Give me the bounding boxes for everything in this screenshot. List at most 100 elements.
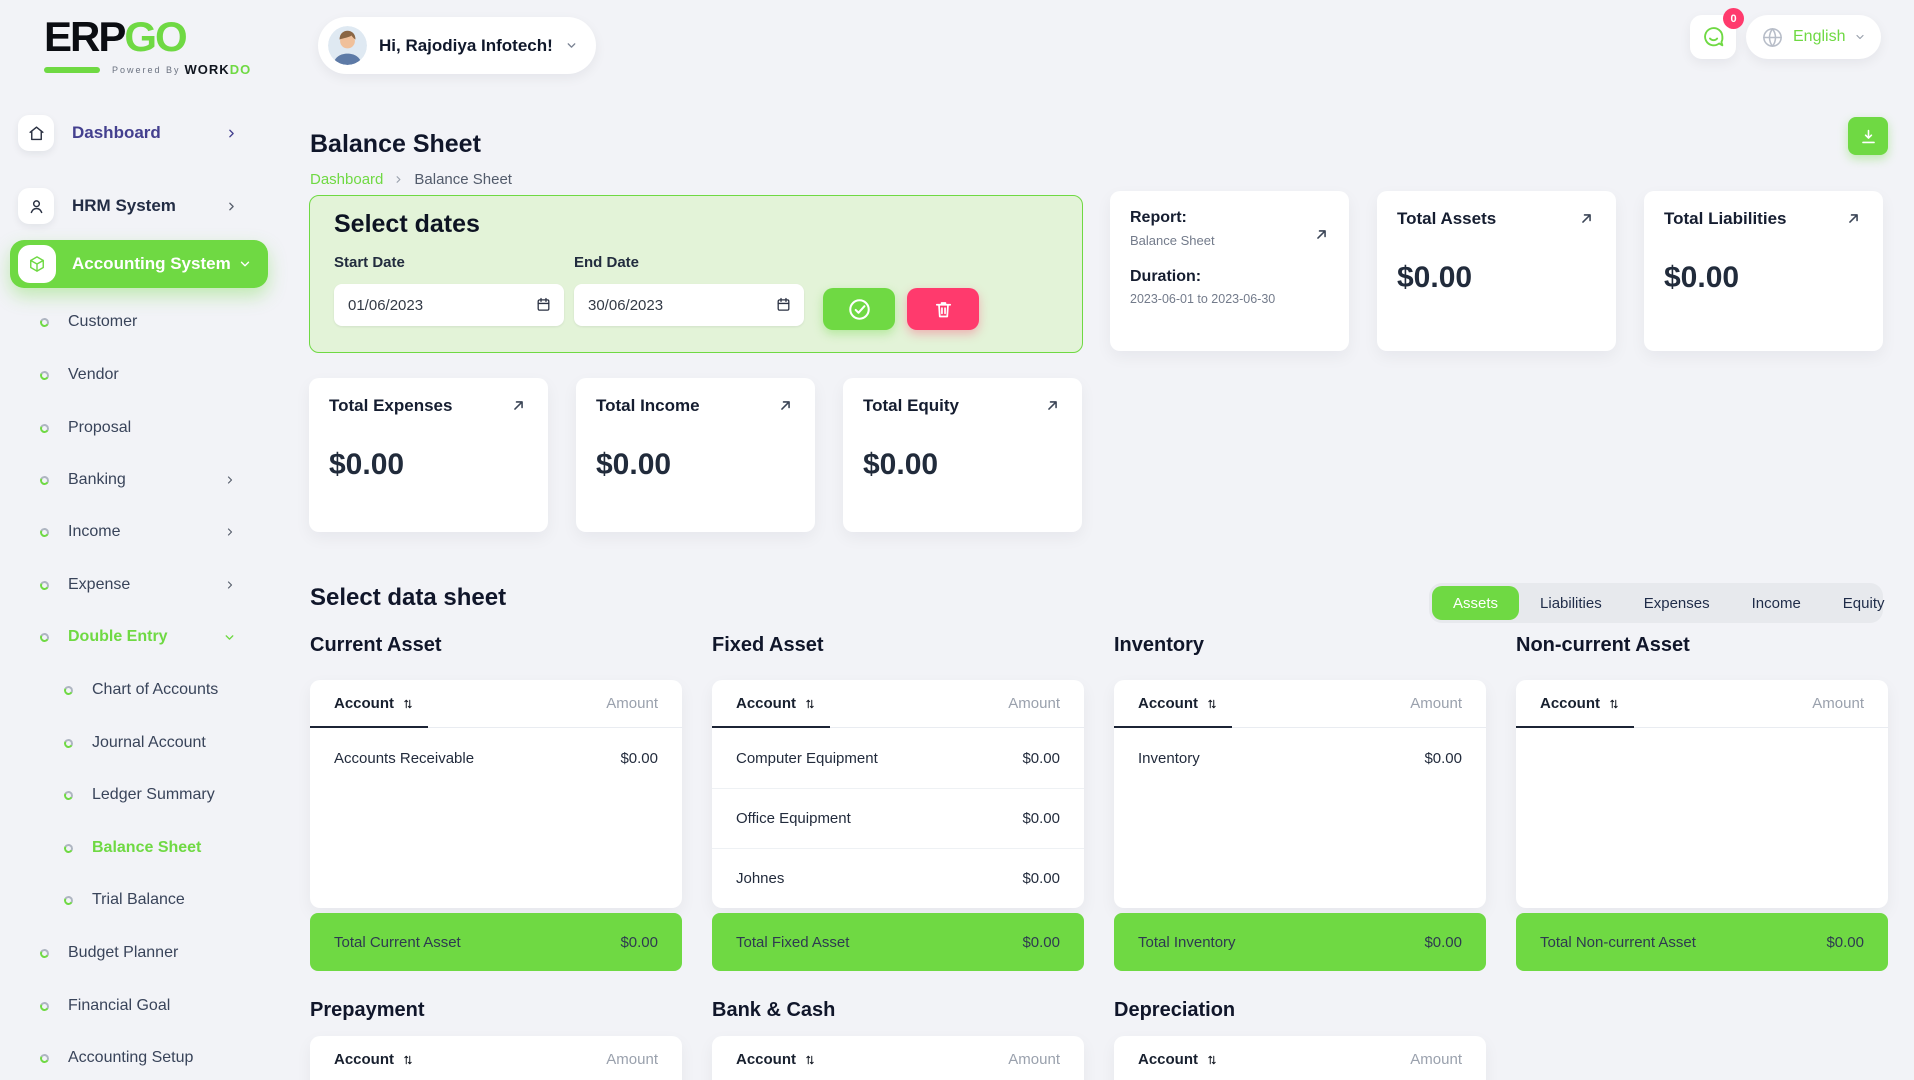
account-sort-header[interactable]: Account <box>1138 695 1219 712</box>
bullet-ring-icon <box>62 894 75 906</box>
chevron-down-icon <box>238 257 252 271</box>
sidebar-item-ledger-summary[interactable]: Ledger Summary <box>0 775 278 815</box>
sidebar-item-vendor[interactable]: Vendor <box>0 355 278 395</box>
sidebar-item-balance-sheet[interactable]: Balance Sheet <box>0 828 278 868</box>
sidebar-item-accounting-setup[interactable]: Accounting Setup <box>0 1038 278 1078</box>
breadcrumb-current: Balance Sheet <box>414 171 512 188</box>
sidebar-item-trial-balance[interactable]: Trial Balance <box>0 880 278 920</box>
workdo-label-accent: DO <box>229 62 252 77</box>
card-total-expenses: Total Expenses $0.00 <box>309 378 548 532</box>
chevron-down-icon <box>565 39 578 52</box>
card-total-equity: Total Equity $0.00 <box>843 378 1082 532</box>
account-sort-header[interactable]: Account <box>736 695 817 712</box>
arrow-up-right-icon[interactable] <box>776 396 795 415</box>
globe-icon <box>1761 26 1784 49</box>
sort-icon <box>803 1053 817 1067</box>
brand-name: ERPGO <box>44 13 188 60</box>
end-date-input[interactable] <box>574 284 804 326</box>
account-sort-header[interactable]: Account <box>736 1051 817 1068</box>
sort-icon <box>401 697 415 711</box>
sidebar-item-double-entry[interactable]: Double Entry <box>0 617 278 657</box>
arrow-up-right-icon[interactable] <box>509 396 528 415</box>
bullet-ring-icon <box>38 316 51 328</box>
brand-underline <box>44 66 100 73</box>
table-row: Office Equipment $0.00 <box>712 788 1084 848</box>
chevron-right-icon <box>393 174 404 185</box>
sidebar-item-dashboard[interactable]: Dashboard <box>0 113 278 153</box>
sidebar-item-banking[interactable]: Banking <box>0 460 278 500</box>
arrow-up-right-icon[interactable] <box>1043 396 1062 415</box>
table-inventory: Inventory Account Amount Inventory $0.00… <box>1114 630 1486 1080</box>
sidebar-item-chart-of-accounts[interactable]: Chart of Accounts <box>0 670 278 710</box>
sidebar-item-journal-account[interactable]: Journal Account <box>0 723 278 763</box>
account-sort-header[interactable]: Account <box>334 695 415 712</box>
chevron-right-icon <box>224 526 236 538</box>
account-sort-header[interactable]: Account <box>1540 695 1621 712</box>
sort-icon <box>1205 697 1219 711</box>
select-dates-card: Select dates Start Date End Date <box>309 195 1083 353</box>
table-total-row: Total Current Asset $0.00 <box>310 913 682 971</box>
account-sort-header[interactable]: Account <box>334 1051 415 1068</box>
greeting-text: Hi, Rajodiya Infotech! <box>379 35 553 55</box>
sidebar-item-accounting-system[interactable]: Accounting System <box>10 240 268 288</box>
tab-equity[interactable]: Equity <box>1842 594 1885 612</box>
bullet-ring-icon <box>38 474 51 486</box>
chevron-right-icon <box>225 200 238 213</box>
clear-filter-button[interactable] <box>907 288 979 330</box>
sort-icon <box>1205 1053 1219 1067</box>
notifications-button[interactable]: 0 <box>1690 8 1744 59</box>
language-selector[interactable]: English <box>1746 15 1882 59</box>
amount-header: Amount <box>1410 695 1462 712</box>
avatar <box>328 26 367 65</box>
download-icon <box>1859 127 1878 146</box>
tab-liabilities[interactable]: Liabilities <box>1540 594 1602 612</box>
arrow-up-right-icon[interactable] <box>1312 225 1331 244</box>
powered-by-label: Powered By <box>112 64 181 75</box>
amount-header: Amount <box>606 695 658 712</box>
tab-assets[interactable]: Assets <box>1432 586 1520 620</box>
table-title: Prepayment <box>310 999 425 1021</box>
sidebar-item-income[interactable]: Income <box>0 512 278 552</box>
table-non-current-asset: Non-current Asset Account Amount Total N… <box>1516 630 1888 1080</box>
bullet-ring-icon <box>62 789 75 801</box>
user-icon <box>18 188 54 224</box>
chevron-right-icon <box>224 579 236 591</box>
account-sort-header[interactable]: Account <box>1138 1051 1219 1068</box>
select-dates-title: Select dates <box>334 210 480 238</box>
sidebar-item-customer[interactable]: Customer <box>0 302 278 342</box>
bullet-ring-icon <box>38 947 51 959</box>
table-title: Non-current Asset <box>1516 634 1690 656</box>
arrow-up-right-icon[interactable] <box>1844 209 1863 228</box>
arrow-up-right-icon[interactable] <box>1577 209 1596 228</box>
brand-logo[interactable]: ERPGO Powered By WORK DO <box>44 14 251 77</box>
card-total-assets: Total Assets $0.00 <box>1377 191 1616 351</box>
sidebar-item-financial-goal[interactable]: Financial Goal <box>0 986 278 1026</box>
user-menu[interactable]: Hi, Rajodiya Infotech! <box>318 17 596 74</box>
breadcrumb-dashboard-link[interactable]: Dashboard <box>310 171 384 188</box>
download-button[interactable] <box>1848 117 1888 155</box>
bullet-ring-icon <box>38 422 51 434</box>
datasheet-title: Select data sheet <box>310 584 507 611</box>
duration-value: 2023-06-01 to 2023-06-30 <box>1130 292 1276 306</box>
table-card: Account Amount <box>1516 680 1888 908</box>
tab-income[interactable]: Income <box>1751 594 1801 612</box>
sidebar-item-budget-planner[interactable]: Budget Planner <box>0 933 278 973</box>
table-title: Current Asset <box>310 634 442 656</box>
apply-filter-button[interactable] <box>823 288 895 330</box>
message-icon <box>1701 25 1726 50</box>
bullet-ring-icon <box>62 684 75 696</box>
start-date-input[interactable] <box>334 284 564 326</box>
sidebar-item-hrm-system[interactable]: HRM System <box>0 186 278 226</box>
package-icon <box>18 245 56 283</box>
sidebar-item-proposal[interactable]: Proposal <box>0 408 278 448</box>
table-current-asset: Current Asset Account Amount Accounts Re… <box>310 630 682 1080</box>
sidebar-item-expense[interactable]: Expense <box>0 565 278 605</box>
tab-expenses[interactable]: Expenses <box>1643 594 1710 612</box>
bullet-ring-icon <box>62 737 75 749</box>
card-total-income: Total Income $0.00 <box>576 378 815 532</box>
trash-icon <box>932 298 955 321</box>
amount-header: Amount <box>606 1051 658 1068</box>
report-card: Report: Balance Sheet Duration: 2023-06-… <box>1110 191 1349 351</box>
bullet-ring-icon <box>38 1000 51 1012</box>
